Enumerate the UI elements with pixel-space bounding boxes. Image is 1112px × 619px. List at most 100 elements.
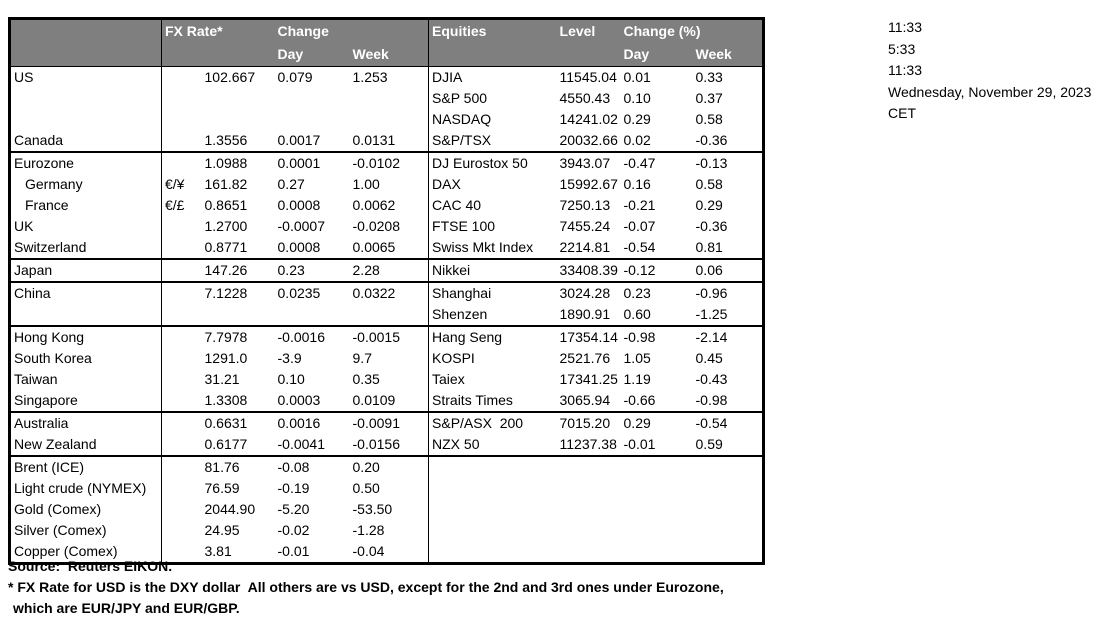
equity-change-week: -0.36 [695, 132, 728, 148]
fx-change-day: -0.02 [277, 522, 310, 538]
equity-level [557, 520, 621, 541]
region-label: Gold (Comex) [9, 499, 162, 520]
header-equities-title: Equities [428, 18, 557, 43]
time-secondary: 5:33 [888, 40, 916, 57]
region-label: Eurozone [9, 151, 162, 174]
equity-name: DJIA [432, 69, 463, 85]
table-row: Gold (Comex) 2044.90 -5.20 -53.50 [9, 499, 764, 520]
fx-change-week: 0.0131 [349, 130, 430, 152]
fx-rate-value: 7.7978 [201, 325, 275, 348]
fx-change-day: -0.0041 [277, 436, 325, 452]
equity-change-week: 0.59 [695, 436, 723, 452]
equity-change-day: 0.10 [623, 90, 651, 106]
equity-level: 33408.39 [556, 258, 621, 282]
fx-pair-symbol [161, 325, 202, 348]
equity-change-day: -0.07 [623, 218, 656, 234]
fx-change-day: 0.0235 [274, 281, 350, 304]
fx-rate-value: 1.3556 [204, 132, 248, 148]
equity-change-week [693, 478, 764, 499]
fx-pair-symbol [162, 237, 202, 259]
equity-change-day: -0.54 [623, 239, 656, 255]
header-fx-week: Week [349, 43, 430, 67]
table-row: Eurozone 1.0988 0.0001 -0.0102 DJ Eurostox 5… [9, 151, 764, 174]
equity-change-week: -0.36 [695, 218, 728, 234]
fx-rate-value: 81.76 [201, 455, 275, 478]
fx-pair-symbol [162, 130, 202, 152]
equity-change-day: 0.29 [620, 411, 693, 434]
equity-change-week: 0.29 [695, 197, 723, 213]
fx-change-day [275, 109, 350, 130]
region-label [9, 88, 162, 109]
equity-change-week: -0.54 [692, 411, 764, 434]
table-row: Hong Kong 7.7978 -0.0016 -0.0015 Hang Seng 17… [9, 325, 764, 348]
region-label: Taiwan [9, 369, 162, 390]
fx-change-day: 0.0008 [277, 197, 321, 213]
fx-pair-symbol [162, 88, 202, 109]
region-label: Singapore [9, 390, 162, 412]
equity-level: 14241.02 [559, 111, 618, 127]
table-row: Light crude (NYMEX) 76.59 -0.19 0.50 [9, 478, 764, 499]
equity-name [429, 520, 557, 541]
fx-change-day: 0.0016 [274, 411, 350, 434]
fx-pair-symbol [161, 258, 202, 282]
equity-level: 11237.38 [559, 436, 617, 452]
header-fx-rate: FX Rate* [161, 18, 275, 43]
equity-level: 17341.25 [559, 371, 618, 387]
footnotes: Source: Reuters EIKON. * FX Rate for USD… [8, 556, 724, 619]
table-row: China 7.1228 0.0235 0.0322 Shanghai 3024.28 0.… [9, 281, 764, 304]
fx-pair-symbol [162, 390, 202, 412]
equity-level: 2521.76 [559, 350, 611, 366]
equity-change-week: -0.98 [695, 392, 728, 408]
fx-change-day: -0.01 [277, 543, 310, 559]
fx-rate-value: 3.81 [204, 543, 232, 559]
equity-change-day: 1.05 [623, 350, 651, 366]
fx-footnote-line2: which are EUR/JPY and EUR/GBP. [13, 600, 240, 616]
equity-name: Nikkei [428, 258, 557, 282]
fx-pair-symbol [161, 281, 202, 304]
fx-change-week: 0.0322 [349, 281, 430, 304]
equity-change-week [693, 499, 764, 520]
table-row: South Korea 1291.0 -3.9 9.7 KOSPI 2521.76 1.05… [9, 348, 764, 369]
fx-change-day: 0.0001 [274, 151, 350, 174]
header-fx-change: Change [274, 18, 430, 43]
header-fx-day: Day [274, 43, 350, 67]
header-blank-cell [556, 43, 621, 67]
equity-level: 4550.43 [559, 90, 611, 106]
fx-pair-symbol [162, 478, 202, 499]
fx-rate-value [202, 109, 275, 130]
region-label: Canada [9, 130, 162, 152]
fx-rate-value: 0.6631 [201, 411, 275, 434]
fx-change-day: 0.079 [277, 69, 313, 85]
region-label: Light crude (NYMEX) [9, 478, 162, 499]
fx-change-week: -0.0156 [349, 434, 430, 456]
equity-change-week: 0.58 [695, 111, 723, 127]
equity-change-day: 0.02 [623, 132, 651, 148]
source-line: Source: Reuters EIKON. [8, 558, 173, 574]
fx-rate-value: 1.3308 [204, 392, 248, 408]
table-row: S&P 500 4550.43 0.10 0.37 [9, 88, 764, 109]
header-eq-change: Change (%) [620, 18, 764, 43]
table-row: UK 1.2700 -0.0007 -0.0208 FTSE 100 7455.24 -0.… [9, 216, 764, 237]
fx-change-day: -0.19 [277, 480, 310, 496]
equity-change-week: 0.45 [695, 350, 723, 366]
fx-pair-symbol: €/¥ [165, 176, 185, 192]
equity-change-week: 0.81 [695, 239, 723, 255]
header-blank-cell [161, 43, 202, 67]
fx-pair-symbol: €/£ [165, 197, 185, 213]
timezone-label: CET [888, 105, 916, 121]
equity-change-day: 0.29 [623, 111, 651, 127]
fx-change-day: 0.0003 [277, 392, 321, 408]
fx-change-week [349, 88, 430, 109]
equity-level: 17354.14 [556, 325, 621, 348]
header-blank-cell [9, 43, 162, 67]
region-label: UK [9, 216, 162, 237]
equity-change-week: -0.13 [692, 151, 764, 174]
region-label: South Korea [9, 348, 162, 369]
fx-change-day: -0.08 [274, 455, 350, 478]
equity-change-day [621, 499, 693, 520]
equity-change-day: -0.98 [620, 325, 693, 348]
equity-change-week: -0.43 [695, 371, 728, 387]
table-row: US 102.667 0.079 1.253 DJIA 11545.04 0.01 0.33 [9, 66, 764, 88]
equity-name: Shanghai [428, 281, 557, 304]
fx-rate-value: 1.0988 [201, 151, 275, 174]
